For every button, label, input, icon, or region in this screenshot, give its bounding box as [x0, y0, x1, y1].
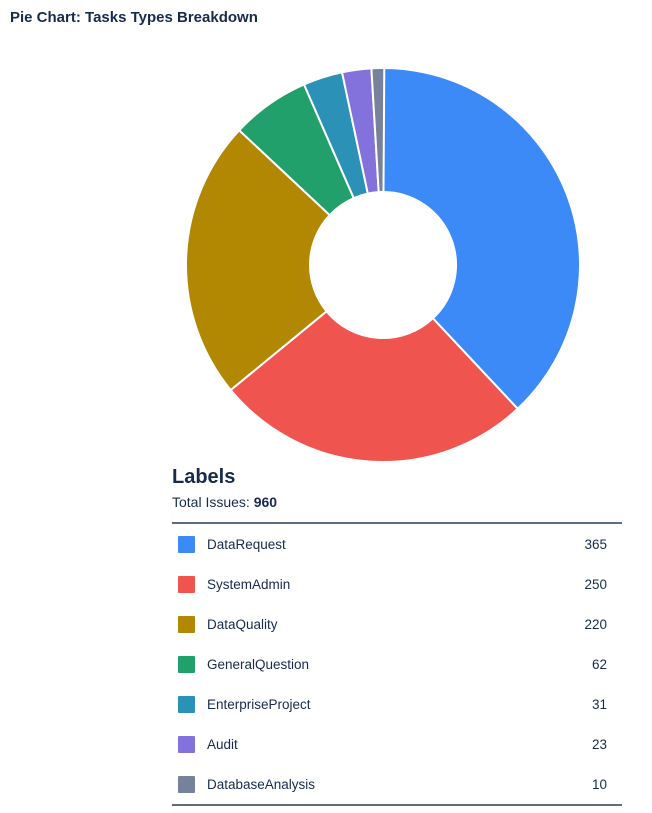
legend-total: Total Issues: 960 — [172, 494, 622, 511]
legend-swatch — [178, 695, 195, 713]
legend-row: DatabaseAnalysis 10 — [172, 764, 622, 804]
page-title: Pie Chart: Tasks Types Breakdown — [10, 9, 258, 26]
legend-value: 31 — [591, 696, 607, 712]
donut-chart — [183, 65, 583, 465]
legend-row: DataQuality 220 — [172, 604, 622, 644]
legend-row: SystemAdmin 250 — [172, 564, 622, 604]
chart-legend: Labels Total Issues: 960 DataRequest 365 S… — [172, 464, 622, 806]
legend-row: EnterpriseProject 31 — [172, 684, 622, 724]
legend-value: 365 — [584, 536, 607, 552]
legend-value: 220 — [584, 616, 607, 632]
legend-label: SystemAdmin — [207, 576, 291, 592]
legend-row: Audit 23 — [172, 724, 622, 764]
legend-swatch — [178, 535, 195, 553]
legend-heading: Labels — [172, 466, 236, 488]
legend-value: 23 — [591, 736, 607, 752]
pie-slice-dataquality[interactable] — [185, 129, 331, 391]
legend-swatch — [178, 655, 195, 673]
legend-swatch — [178, 735, 195, 753]
pie-slice-databaseanalysis[interactable] — [370, 66, 386, 194]
legend-swatch — [178, 775, 195, 793]
pie-slice-systemadmin[interactable] — [229, 310, 519, 463]
legend-label: Audit — [207, 736, 238, 752]
legend-row: DataRequest 365 — [172, 524, 622, 564]
legend-label: EnterpriseProject — [207, 696, 311, 712]
legend-value: 250 — [584, 576, 607, 592]
legend-label: DataRequest — [207, 536, 286, 552]
legend-swatch — [178, 575, 195, 593]
donut-chart-svg — [185, 66, 581, 463]
legend-value: 62 — [591, 656, 607, 672]
legend-total-label: Total Issues: — [172, 494, 254, 510]
legend-swatch — [178, 615, 195, 633]
legend-label: GeneralQuestion — [207, 656, 310, 672]
legend-rows: DataRequest 365 SystemAdmin 250 DataQuality 2… — [172, 522, 622, 806]
legend-total-value: 960 — [253, 494, 278, 510]
legend-row: GeneralQuestion 62 — [172, 644, 622, 684]
legend-value: 10 — [591, 776, 607, 792]
legend-label: DataQuality — [207, 616, 278, 632]
legend-label: DatabaseAnalysis — [207, 776, 316, 792]
pie-slice-datarequest[interactable] — [382, 67, 581, 410]
